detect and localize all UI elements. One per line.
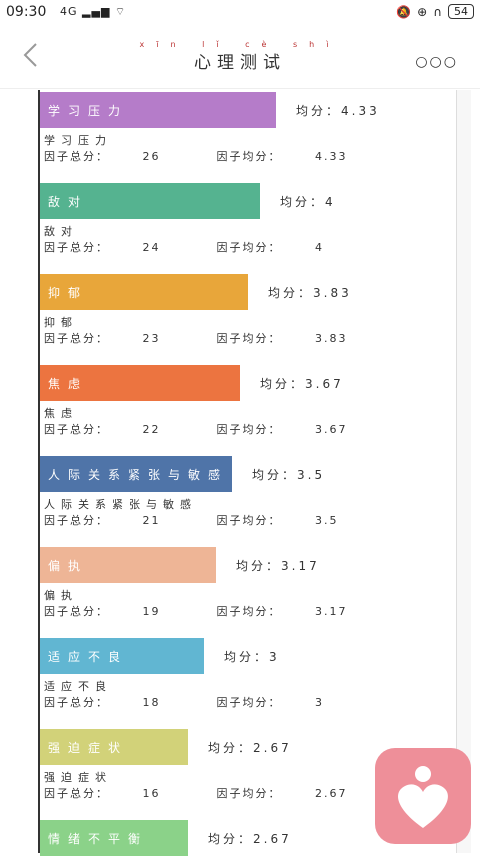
factor-bar: 焦虑: [40, 365, 240, 401]
factor-bar: 情绪不平衡: [40, 820, 188, 856]
factor-sublabel: 适应不良: [44, 680, 112, 693]
factor-avg: 均分：2.67: [208, 832, 292, 846]
factor-bar: 偏执: [40, 547, 216, 583]
factor-scores: 因子总分： 21 因子均分： 3.5: [44, 514, 339, 527]
back-icon[interactable]: [22, 42, 38, 68]
factor-bar: 敌对: [40, 183, 260, 219]
factor-bar: 人际关系紧张与敏感: [40, 456, 232, 492]
factor-bar: 抑郁: [40, 274, 248, 310]
factor-bar: 适应不良: [40, 638, 204, 674]
factor-sublabel: 敌对: [44, 225, 78, 238]
signal-icon: 4G ▂▄▆ ⌔: [60, 5, 127, 18]
factor-avg: 均分：3: [224, 650, 280, 664]
status-bar: 09:30 4G ▂▄▆ ⌔ 🔕 ⊕ ∩ 54: [0, 0, 480, 26]
factor-sublabel: 抑郁: [44, 316, 78, 329]
factor-scores: 因子总分： 24 因子均分： 4: [44, 241, 324, 254]
factor-avg: 均分：2.67: [208, 741, 292, 755]
status-time: 09:30: [6, 4, 47, 20]
headset-icon: ∩: [433, 4, 442, 19]
heart-icon: [398, 766, 448, 828]
page-title: 心理测试: [194, 53, 286, 73]
factor-sublabel: 焦虑: [44, 407, 78, 420]
factor-scores: 因子总分： 23 因子均分： 3.83: [44, 332, 348, 345]
factor-bar: 学习压力: [40, 92, 276, 128]
more-icon[interactable]: ○○○: [415, 54, 458, 70]
header: xīn lǐ cè shì 心理测试 ○○○: [0, 26, 480, 89]
factor-sublabel: 学习压力: [44, 134, 112, 147]
factor-sublabel: 强迫症状: [44, 771, 112, 784]
app-fab[interactable]: [375, 748, 471, 844]
factor-scores: 因子总分： 18 因子均分： 3: [44, 696, 324, 709]
status-right: 🔕 ⊕ ∩ 54: [396, 4, 474, 19]
battery-icon: 54: [448, 4, 474, 19]
mute-icon: 🔕: [396, 4, 412, 19]
scrollbar[interactable]: [456, 90, 471, 853]
factor-sublabel: 人际关系紧张与敏感: [44, 498, 197, 511]
factor-avg: 均分：4.33: [296, 104, 380, 118]
factor-avg: 均分：3.17: [236, 559, 320, 573]
factor-avg: 均分：3.67: [260, 377, 344, 391]
factor-scores: 因子总分： 19 因子均分： 3.17: [44, 605, 348, 618]
lock-icon: ⊕: [417, 4, 428, 19]
factor-scores: 因子总分： 22 因子均分： 3.67: [44, 423, 348, 436]
title-pinyin: xīn lǐ cè shì: [139, 40, 341, 49]
factor-avg: 均分：4: [280, 195, 336, 209]
factor-scores: 因子总分： 16 因子均分： 2.67: [44, 787, 348, 800]
chart-axis: [38, 90, 40, 853]
factor-scores: 因子总分： 26 因子均分： 4.33: [44, 150, 348, 163]
factor-avg: 均分：3.5: [252, 468, 326, 482]
factor-avg: 均分：3.83: [268, 286, 352, 300]
factor-sublabel: 偏执: [44, 589, 78, 602]
factor-bar: 强迫症状: [40, 729, 188, 765]
